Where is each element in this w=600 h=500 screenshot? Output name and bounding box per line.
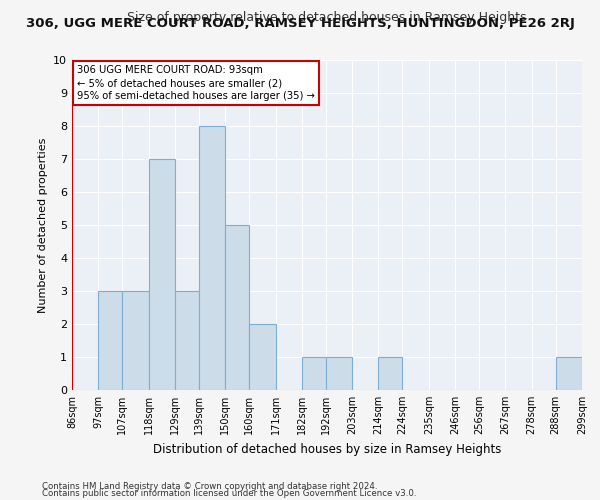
Text: Contains public sector information licensed under the Open Government Licence v3: Contains public sector information licen… xyxy=(42,490,416,498)
Text: Contains HM Land Registry data © Crown copyright and database right 2024.: Contains HM Land Registry data © Crown c… xyxy=(42,482,377,491)
Title: Size of property relative to detached houses in Ramsey Heights: Size of property relative to detached ho… xyxy=(127,11,527,24)
Text: 306 UGG MERE COURT ROAD: 93sqm
← 5% of detached houses are smaller (2)
95% of se: 306 UGG MERE COURT ROAD: 93sqm ← 5% of d… xyxy=(77,65,315,102)
Bar xyxy=(326,357,352,390)
Bar xyxy=(149,159,175,390)
Y-axis label: Number of detached properties: Number of detached properties xyxy=(38,138,47,312)
Text: 306, UGG MERE COURT ROAD, RAMSEY HEIGHTS, HUNTINGDON, PE26 2RJ: 306, UGG MERE COURT ROAD, RAMSEY HEIGHTS… xyxy=(26,18,574,30)
Bar xyxy=(225,225,249,390)
Bar xyxy=(379,357,403,390)
Bar xyxy=(249,324,275,390)
Bar xyxy=(556,357,582,390)
Bar xyxy=(98,291,122,390)
Bar xyxy=(122,291,149,390)
Bar xyxy=(199,126,225,390)
Bar xyxy=(175,291,199,390)
Bar xyxy=(302,357,326,390)
X-axis label: Distribution of detached houses by size in Ramsey Heights: Distribution of detached houses by size … xyxy=(153,442,501,456)
